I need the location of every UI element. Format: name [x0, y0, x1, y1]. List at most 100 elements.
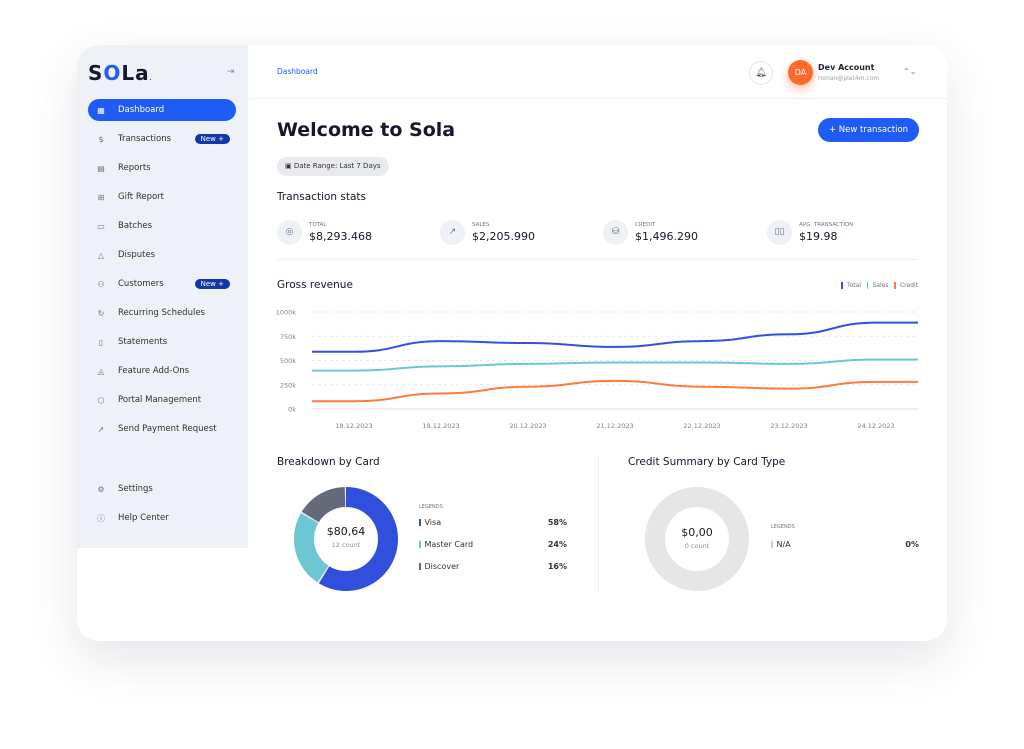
legend-label: Master Card	[424, 540, 474, 549]
series-line-credit[interactable]	[311, 379, 918, 403]
database-icon: ⛁	[603, 220, 628, 245]
stat-total: ◎ TOTAL $8,293.468	[277, 220, 372, 245]
sidebar-item-label: Recurring Schedules	[118, 308, 205, 318]
wallet-icon: ▭	[97, 221, 105, 231]
sidebar-item-settings[interactable]: ⚙ Settings	[88, 478, 236, 500]
divider	[277, 259, 918, 260]
stat-value: $2,205.990	[472, 230, 535, 243]
date-range-label: Date Range: Last 7 Days	[293, 162, 381, 170]
user-name: Dev Account	[818, 63, 875, 72]
sidebar-item-help-center[interactable]: ⓘ Help Center	[88, 507, 236, 529]
sidebar-item-batches[interactable]: ▭ Batches	[88, 215, 236, 237]
x-tick-label: 18.12.2023	[335, 422, 372, 430]
sidebar-item-label: Disputes	[118, 250, 156, 260]
legend-item: Discover 16%	[419, 562, 567, 571]
breakdown-title: Breakdown by Card	[277, 456, 380, 468]
cube-icon: ⬡	[97, 395, 105, 405]
legend-value: 0%	[905, 540, 919, 549]
sidebar-item-recurring-schedules[interactable]: ↻ Recurring Schedules	[88, 302, 236, 324]
sidebar-item-disputes[interactable]: △ Disputes	[88, 244, 236, 266]
sidebar-item-label: Portal Management	[118, 395, 202, 405]
stat-label: TOTAL	[309, 222, 327, 228]
legend-sales[interactable]: Sales	[866, 282, 888, 289]
stat-label: AVG. TRANSACTION	[799, 222, 854, 228]
legend-label: N/A	[776, 540, 791, 549]
breakdown-donut	[294, 487, 398, 591]
bell-icon[interactable]: 🔔︎	[749, 61, 773, 85]
sidebar-item-label: Reports	[118, 163, 151, 173]
gear-icon: ⚙	[97, 484, 105, 494]
user-email: roman@plat4m.com	[818, 75, 880, 82]
stat-label: SALES	[472, 222, 490, 228]
page-title: Welcome to Sola	[277, 119, 456, 141]
y-tick-label: 250k	[280, 381, 296, 389]
legend-label: Visa	[424, 518, 442, 527]
dollar-icon: $	[98, 134, 104, 144]
sidebar-nav: ▦ Dashboard $ Transactions New + ▤ Reports ⊞ Gif…	[88, 99, 236, 447]
sidebar-item-customers[interactable]: ⚇ Customers New +	[88, 273, 236, 295]
legend-value: 24%	[547, 540, 567, 549]
sidebar-item-statements[interactable]: ▯ Statements	[88, 331, 236, 353]
stat-value: $19.98	[799, 230, 838, 243]
stat-label: CREDIT	[635, 222, 656, 228]
new-transaction-button[interactable]: + New transaction	[818, 118, 919, 142]
gift-icon: ⊞	[97, 192, 105, 202]
y-tick-label: 1000k	[276, 309, 297, 317]
y-tick-label: 0k	[288, 406, 296, 414]
stat-value: $8,293.468	[309, 230, 372, 243]
x-tick-label: 23.12.2023	[770, 422, 807, 430]
x-tick-label: 24.12.2023	[857, 422, 894, 430]
legend-item: Visa 58%	[419, 518, 567, 527]
new-badge[interactable]: New +	[194, 134, 230, 144]
sidebar-item-label: Statements	[118, 337, 168, 347]
sidebar-item-label: Send Payment Request	[118, 424, 217, 434]
sidebar-item-transactions[interactable]: $ Transactions New +	[88, 128, 236, 150]
avatar[interactable]: DA	[788, 60, 813, 85]
arrow-up-right-icon: ↗	[440, 220, 465, 245]
legend-total[interactable]: Total	[841, 282, 861, 289]
donut-slice-master-card[interactable]	[294, 487, 398, 591]
sidebar-item-send-payment-request[interactable]: ➚ Send Payment Request	[88, 418, 236, 440]
legend-item: N/A 0%	[771, 540, 919, 549]
bars-icon: ▯▯	[767, 220, 792, 245]
recurring-icon: ↻	[97, 308, 105, 318]
warning-icon: △	[97, 250, 105, 260]
credit-summary-donut	[645, 487, 749, 591]
chart-legend: Total Sales Credit	[841, 282, 918, 289]
series-line-total[interactable]	[311, 321, 918, 353]
sidebar-item-label: Settings	[118, 484, 153, 494]
x-tick-label: 20.12.2023	[509, 422, 546, 430]
sidebar-bottom-nav: ⚙ Settings ⓘ Help Center	[88, 478, 236, 536]
info-icon: ⓘ	[97, 513, 105, 523]
legend-value: 16%	[547, 562, 567, 571]
sidebar-item-label: Feature Add-Ons	[118, 366, 190, 376]
sidebar-item-label: Batches	[118, 221, 153, 231]
legends-heading: LEGENDS	[771, 524, 795, 530]
stat-value: $1,496.290	[635, 230, 698, 243]
sidebar-item-gift-report[interactable]: ⊞ Gift Report	[88, 186, 236, 208]
date-range-filter[interactable]: ▣ Date Range: Last 7 Days	[277, 157, 389, 176]
legend-credit[interactable]: Credit	[894, 282, 918, 289]
chevron-updown-icon[interactable]: ⌃⌄	[903, 67, 917, 76]
series-line-sales[interactable]	[312, 358, 918, 372]
x-tick-label: 19.12.2023	[422, 422, 459, 430]
sidebar-item-feature-add-ons[interactable]: ◬ Feature Add-Ons	[88, 360, 236, 382]
new-badge[interactable]: New +	[194, 279, 230, 289]
sidebar-item-label: Dashboard	[118, 105, 165, 115]
chart-title: Gross revenue	[277, 279, 353, 291]
collapse-sidebar-icon[interactable]: ⇥	[227, 67, 235, 77]
stat-credit: ⛁ CREDIT $1,496.290	[603, 220, 698, 245]
stat-avg-transaction: ▯▯ AVG. TRANSACTION $19.98	[767, 220, 853, 245]
sidebar-item-reports[interactable]: ▤ Reports	[88, 157, 236, 179]
sidebar-item-portal-management[interactable]: ⬡ Portal Management	[88, 389, 236, 411]
logo[interactable]: SOLa.	[88, 61, 153, 85]
target-icon: ◎	[277, 220, 302, 245]
sidebar: SOLa. ⇥ ▦ Dashboard $ Transactions New + ▤ Rep…	[77, 45, 248, 548]
sidebar-item-dashboard[interactable]: ▦ Dashboard	[88, 99, 236, 121]
donut-slice-visa[interactable]	[294, 487, 398, 591]
donut-center: $0,00 0 count	[681, 526, 713, 550]
main-content: Dashboard 🔔︎ DA Dev Account roman@plat4m…	[248, 45, 947, 641]
report-icon: ▤	[97, 163, 105, 173]
x-tick-label: 22.12.2023	[683, 422, 720, 430]
breadcrumb[interactable]: Dashboard	[277, 67, 318, 76]
